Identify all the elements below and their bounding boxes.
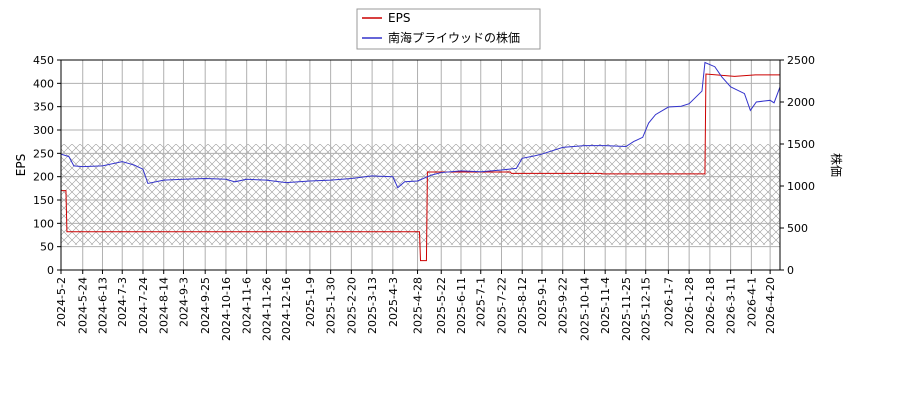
x-tick-label: 2026-4-1 (745, 277, 758, 327)
x-tick-label: 2026-1-28 (683, 277, 696, 334)
left-tick-label: 300 (33, 124, 54, 137)
x-tick-label: 2025-5-22 (435, 277, 448, 334)
x-tick-label: 2026-4-20 (764, 277, 777, 334)
x-tick-label: 2024-11-6 (241, 277, 254, 334)
x-tick-label: 2024-6-13 (96, 277, 109, 334)
left-tick-label: 250 (33, 147, 54, 160)
x-tick-label: 2026-1-7 (662, 277, 675, 327)
left-tick-label: 350 (33, 101, 54, 114)
x-tick-label: 2025-7-1 (475, 277, 488, 327)
x-tick-label: 2025-1-9 (304, 277, 317, 327)
legend-box (356, 8, 541, 50)
x-tick-label: 2024-7-24 (137, 277, 150, 334)
x-tick-label: 2024-9-25 (199, 277, 212, 334)
x-tick-label: 2025-2-20 (345, 277, 358, 334)
x-tick-label: 2025-7-22 (495, 277, 508, 334)
x-tick-label: 2024-10-16 (220, 277, 233, 341)
right-tick-label: 2000 (787, 96, 815, 109)
right-tick-label: 1500 (787, 138, 815, 151)
x-axis-ticks: 2024-5-2 2024-5-24 2024-6-13 2024-7-3 2024-7… (55, 270, 777, 341)
x-tick-label: 2024-12-16 (280, 277, 293, 341)
x-tick-label: 2025-10-14 (578, 277, 591, 341)
x-tick-label: 2025-6-11 (455, 277, 468, 334)
left-tick-label: 100 (33, 217, 54, 230)
left-tick-label: 0 (47, 264, 54, 277)
series-lines (61, 61, 780, 262)
x-tick-label: 2024-9-3 (177, 277, 190, 327)
x-tick-label: 2026-3-11 (725, 277, 738, 334)
left-tick-label: 450 (33, 54, 54, 67)
legend-label-eps: EPS (388, 11, 410, 25)
x-tick-label: 2024-8-14 (158, 277, 171, 334)
right-tick-label: 500 (787, 222, 808, 235)
x-tick-label: 2025-8-12 (516, 277, 529, 334)
x-tick-label: 2025-9-1 (536, 277, 549, 327)
left-tick-label: 50 (40, 241, 54, 254)
x-tick-label: 2024-5-2 (55, 277, 68, 327)
x-tick-label: 2026-2-18 (704, 277, 717, 334)
legend: EPS 南海プライウッドの株価 (356, 8, 541, 50)
left-tick-label: 400 (33, 77, 54, 90)
x-tick-label: 2025-11-4 (599, 277, 612, 334)
x-tick-label: 2025-9-22 (557, 277, 570, 334)
right-tick-label: 2500 (787, 54, 815, 67)
x-tick-label: 2025-3-13 (366, 277, 379, 334)
x-tick-label: 2024-7-3 (116, 277, 129, 327)
left-axis-ticks: 0 50 100 150 200 250 300 350 400 450 (33, 54, 61, 277)
x-tick-label: 2024-5-24 (77, 277, 90, 334)
x-tick-label: 2025-1-30 (325, 277, 338, 334)
right-tick-label: 0 (787, 264, 794, 277)
x-tick-label: 2025-12-15 (640, 277, 653, 341)
left-axis-label: EPS (14, 154, 28, 176)
right-axis-label: 株価 (829, 153, 844, 177)
series-line-stock-price (61, 61, 780, 189)
plot-frame (60, 59, 781, 271)
x-tick-label: 2025-4-28 (412, 277, 425, 334)
hatch-band (61, 144, 780, 245)
right-axis-ticks: 0 500 1000 1500 2000 2500 (780, 54, 815, 277)
legend-label-stock-price: 南海プライウッドの株価 (388, 30, 520, 45)
left-tick-label: 200 (33, 171, 54, 184)
x-tick-label: 2024-11-26 (260, 277, 273, 341)
x-tick-label: 2025-4-3 (387, 277, 400, 327)
left-tick-label: 150 (33, 194, 54, 207)
right-tick-label: 1000 (787, 180, 815, 193)
x-tick-label: 2025-11-25 (620, 277, 633, 341)
